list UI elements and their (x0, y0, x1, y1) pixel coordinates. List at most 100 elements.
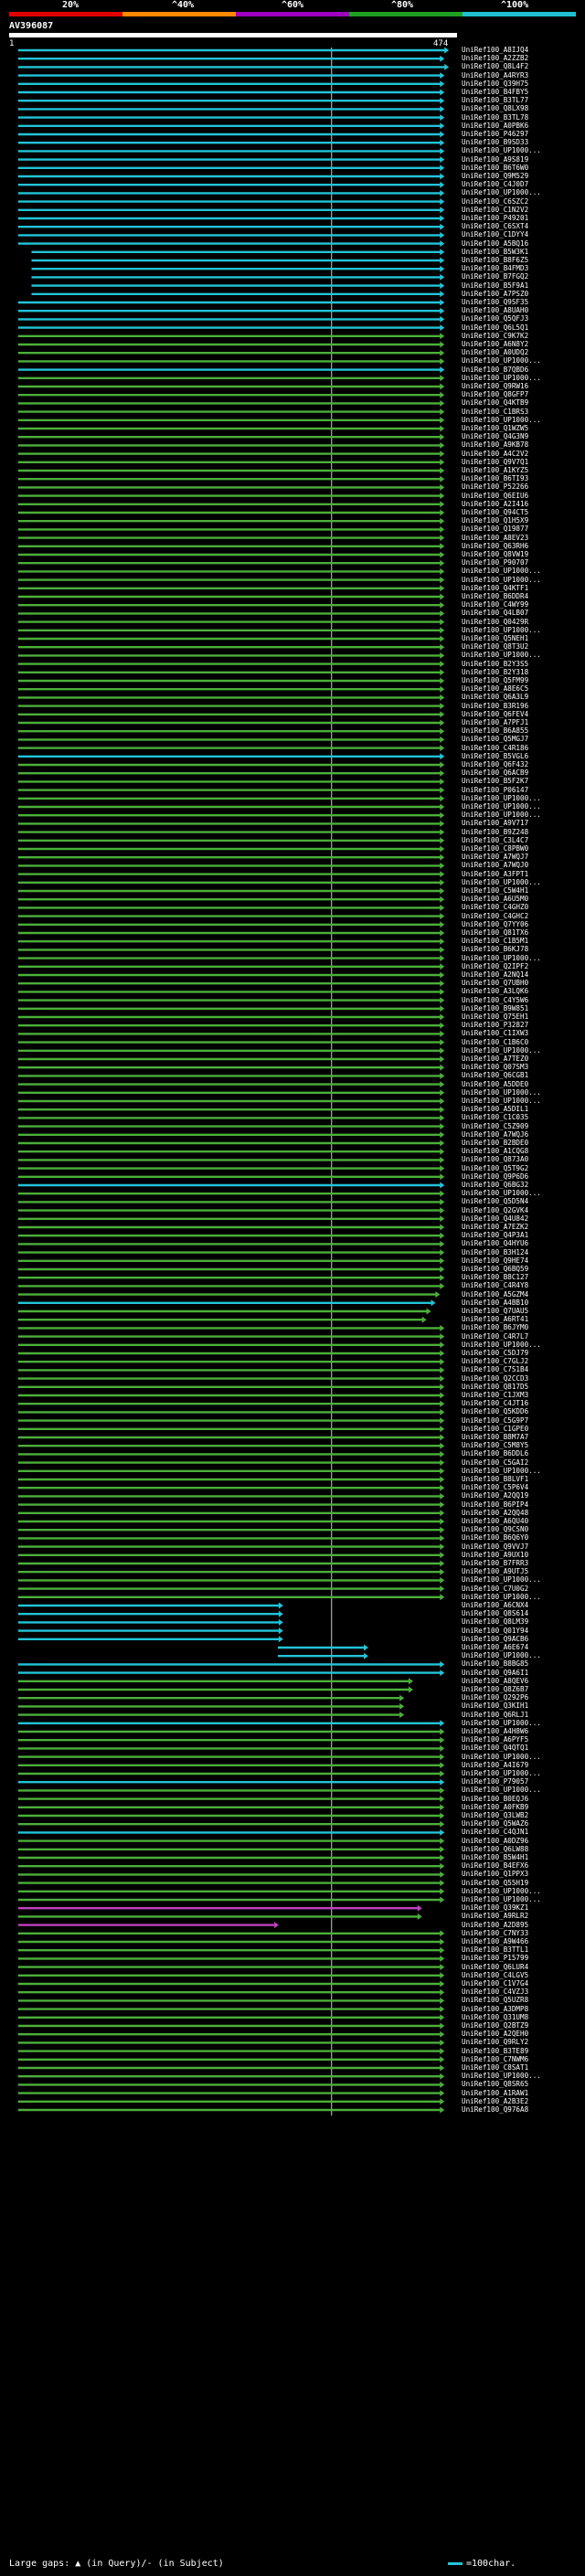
hit-label[interactable]: UniRef100_Q7UAU5 (462, 1308, 529, 1315)
hit-bar[interactable] (17, 2064, 445, 2072)
hit-label[interactable]: UniRef100_A8EV23 (462, 534, 529, 542)
hit-label[interactable]: UniRef100_C1DYY4 (462, 231, 529, 239)
hit-bar[interactable] (17, 425, 445, 432)
hit-label[interactable]: UniRef100_A2ZZB2 (462, 55, 529, 63)
hit-bar[interactable] (17, 567, 445, 575)
hit-bar[interactable] (17, 1796, 445, 1803)
hit-bar[interactable] (17, 619, 445, 626)
hit-bar[interactable] (17, 1888, 445, 1895)
hit-label[interactable]: UniRef100_C5Z909 (462, 1122, 529, 1130)
hit-bar[interactable] (17, 1972, 445, 1979)
hit-label[interactable]: UniRef100_B5VGL6 (462, 752, 529, 760)
hit-bar[interactable] (17, 1660, 445, 1668)
hit-bar[interactable] (17, 1618, 283, 1626)
hit-label[interactable]: UniRef100_Q3KIH1 (462, 1702, 529, 1711)
hit-label[interactable]: UniRef100_UP1000... (462, 1341, 541, 1349)
hit-label[interactable]: UniRef100_B6A855 (462, 727, 529, 736)
hit-label[interactable]: UniRef100_UP1000... (462, 147, 541, 155)
hit-label[interactable]: UniRef100_Q7UBH0 (462, 980, 529, 988)
hit-bar[interactable] (17, 1013, 445, 1021)
hit-bar[interactable] (31, 291, 445, 298)
hit-bar[interactable] (17, 189, 445, 196)
hit-bar[interactable] (17, 333, 445, 340)
hit-bar[interactable] (17, 1896, 445, 1903)
hit-bar[interactable] (17, 1670, 445, 1677)
hit-bar[interactable] (17, 2022, 445, 2030)
hit-bar[interactable] (17, 1686, 413, 1693)
hit-bar[interactable] (17, 173, 445, 180)
hit-label[interactable]: UniRef100_Q8S614 (462, 1610, 529, 1618)
hit-label[interactable]: UniRef100_C1V7G4 (462, 1980, 529, 1988)
hit-bar[interactable] (17, 635, 445, 642)
hit-label[interactable]: UniRef100_A3DMP8 (462, 2005, 529, 2013)
hit-bar[interactable] (17, 1215, 445, 1223)
hit-bar[interactable] (17, 1720, 445, 1727)
hit-bar[interactable] (17, 1106, 445, 1113)
hit-bar[interactable] (17, 963, 445, 970)
hit-bar[interactable] (17, 383, 445, 390)
hit-bar[interactable] (17, 1400, 445, 1407)
hit-bar[interactable] (17, 1568, 445, 1575)
hit-label[interactable]: UniRef100_C5P6V4 (462, 1484, 529, 1492)
hit-label[interactable]: UniRef100_Q55H19 (462, 1879, 529, 1887)
hit-bar[interactable] (17, 131, 445, 138)
hit-label[interactable]: UniRef100_A6RT41 (462, 1316, 529, 1324)
hit-bar[interactable] (17, 913, 445, 920)
hit-bar[interactable] (17, 1997, 445, 2004)
hit-label[interactable]: UniRef100_P46297 (462, 131, 529, 138)
hit-label[interactable]: UniRef100_Q6F432 (462, 761, 529, 769)
hit-bar[interactable] (17, 585, 445, 592)
hit-label[interactable]: UniRef100_B7FRR3 (462, 1560, 529, 1567)
hit-label[interactable]: UniRef100_Q07SM3 (462, 1064, 529, 1072)
hit-label[interactable]: UniRef100_UP1000... (462, 2072, 541, 2081)
hit-label[interactable]: UniRef100_Q9ACB6 (462, 1635, 529, 1643)
hit-bar[interactable] (17, 685, 445, 693)
hit-label[interactable]: UniRef100_C5G9P7 (462, 1416, 529, 1425)
hit-label[interactable]: UniRef100_Q5FM99 (462, 677, 529, 684)
hit-bar[interactable] (17, 559, 445, 567)
hit-bar[interactable] (17, 1308, 431, 1315)
hit-bar[interactable] (17, 543, 445, 550)
hit-label[interactable]: UniRef100_C8PBW0 (462, 845, 529, 853)
hit-bar[interactable] (17, 1257, 445, 1265)
hit-label[interactable]: UniRef100_C4LGV5 (462, 1971, 529, 1979)
hit-bar[interactable] (17, 1594, 445, 1601)
hit-bar[interactable] (17, 1576, 445, 1584)
hit-bar[interactable] (17, 459, 445, 466)
hit-bar[interactable] (17, 2014, 445, 2021)
hit-bar[interactable] (17, 1552, 445, 1559)
hit-label[interactable]: UniRef100_Q6RLJ1 (462, 1711, 529, 1719)
hit-bar[interactable] (17, 1316, 427, 1323)
hit-bar[interactable] (17, 1366, 445, 1373)
hit-label[interactable]: UniRef100_C4J0D7 (462, 181, 529, 189)
hit-label[interactable]: UniRef100_Q39KZ1 (462, 1904, 529, 1913)
hit-bar[interactable] (17, 1198, 445, 1205)
hit-bar[interactable] (17, 1980, 445, 1988)
hit-bar[interactable] (17, 2006, 445, 2013)
hit-label[interactable]: UniRef100_A0PBK6 (462, 122, 529, 130)
hit-bar[interactable] (17, 349, 445, 356)
hit-bar[interactable] (17, 1702, 405, 1710)
hit-bar[interactable] (17, 1510, 445, 1517)
hit-label[interactable]: UniRef100_Q0429R (462, 618, 529, 626)
hit-bar[interactable] (17, 535, 445, 542)
hit-label[interactable]: UniRef100_C1BRS3 (462, 408, 529, 416)
hit-label[interactable]: UniRef100_C6SXT4 (462, 223, 529, 231)
hit-bar[interactable] (17, 1022, 445, 1029)
hit-label[interactable]: UniRef100_Q6LW88 (462, 1845, 529, 1853)
hit-bar[interactable] (17, 745, 445, 752)
hit-bar[interactable] (17, 493, 445, 500)
hit-bar[interactable] (17, 1081, 445, 1088)
hit-bar[interactable] (17, 501, 445, 508)
hit-bar[interactable] (17, 1392, 445, 1399)
hit-bar[interactable] (17, 1426, 445, 1433)
hit-bar[interactable] (17, 467, 445, 474)
hit-label[interactable]: UniRef100_A4RYR3 (462, 71, 529, 80)
hit-label[interactable]: UniRef100_A8QEV6 (462, 1677, 529, 1685)
hit-bar[interactable] (17, 661, 445, 668)
hit-label[interactable]: UniRef100_Q9RW16 (462, 383, 529, 390)
hit-label[interactable]: UniRef100_B6Q6Y0 (462, 1534, 529, 1542)
hit-label[interactable]: UniRef100_Q4G3N9 (462, 433, 529, 441)
hit-label[interactable]: UniRef100_A7PFJ1 (462, 719, 529, 726)
hit-label[interactable]: UniRef100_B6KJ78 (462, 946, 529, 954)
